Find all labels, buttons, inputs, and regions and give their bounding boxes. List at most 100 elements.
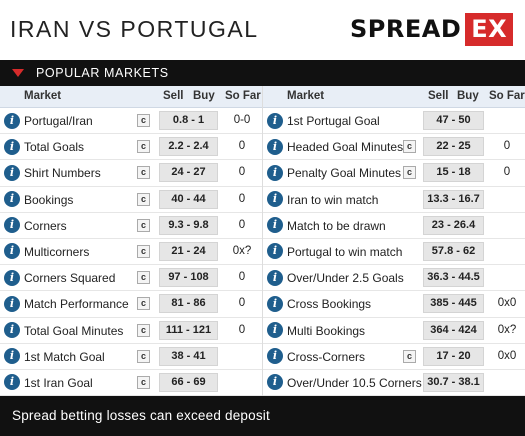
- chart-icon[interactable]: c: [403, 166, 416, 180]
- info-icon[interactable]: i: [4, 112, 20, 129]
- info-icon[interactable]: i: [4, 217, 20, 234]
- market-row[interactable]: i Corners c 9.3 - 9.8 0: [0, 213, 262, 239]
- market-name[interactable]: Multi Bookings: [287, 323, 366, 338]
- market-row[interactable]: i Total Goal Minutes c 111 - 121 0: [0, 318, 262, 344]
- price-button[interactable]: 24 - 27: [159, 163, 218, 183]
- market-name[interactable]: Over/Under 2.5 Goals: [287, 271, 404, 286]
- market-row[interactable]: i 1st Match Goal c 38 - 41: [0, 344, 262, 370]
- info-icon[interactable]: i: [267, 191, 283, 208]
- info-icon[interactable]: i: [4, 295, 20, 312]
- market-name[interactable]: Cross-Corners: [287, 349, 366, 364]
- price-button[interactable]: 2.2 - 2.4: [159, 137, 218, 157]
- price-button[interactable]: 36.3 - 44.5: [423, 268, 484, 288]
- market-row[interactable]: i Multi Bookings 364 - 424 0x?: [263, 318, 525, 344]
- market-name[interactable]: Iran to win match: [287, 192, 379, 207]
- market-name[interactable]: Shirt Numbers: [24, 166, 101, 181]
- market-name[interactable]: 1st Iran Goal: [24, 375, 93, 390]
- chart-icon[interactable]: c: [137, 114, 150, 127]
- chart-icon[interactable]: c: [137, 166, 150, 180]
- price-button[interactable]: 23 - 26.4: [423, 215, 484, 235]
- info-icon[interactable]: i: [4, 374, 20, 391]
- chart-icon[interactable]: c: [137, 349, 150, 363]
- market-row[interactable]: i Multicorners c 21 - 24 0x?: [0, 239, 262, 266]
- market-row[interactable]: i Headed Goal Minutes c 22 - 25 0: [263, 134, 525, 161]
- market-name[interactable]: 1st Portugal Goal: [287, 114, 380, 128]
- market-row[interactable]: i Shirt Numbers c 24 - 27 0: [0, 160, 262, 187]
- market-name[interactable]: Penalty Goal Minutes: [287, 166, 402, 181]
- chart-icon[interactable]: c: [137, 192, 150, 206]
- price-button[interactable]: 17 - 20: [423, 346, 484, 366]
- price-button[interactable]: 40 - 44: [159, 189, 218, 209]
- info-icon[interactable]: i: [4, 138, 20, 155]
- chart-icon[interactable]: c: [403, 349, 416, 363]
- price-button[interactable]: 38 - 41: [159, 346, 218, 366]
- info-icon[interactable]: i: [267, 295, 283, 312]
- info-icon[interactable]: i: [4, 322, 20, 338]
- market-row[interactable]: i Total Goals c 2.2 - 2.4 0: [0, 134, 262, 161]
- price-button[interactable]: 57.8 - 62: [423, 241, 484, 261]
- market-name[interactable]: Portugal/Iran: [24, 114, 93, 128]
- market-name[interactable]: Match Performance: [24, 297, 129, 312]
- info-icon[interactable]: i: [4, 269, 20, 286]
- chart-icon[interactable]: c: [137, 323, 150, 337]
- market-name[interactable]: Over/Under 10.5 Corners: [287, 375, 422, 390]
- price-button[interactable]: 66 - 69: [159, 372, 218, 392]
- market-row[interactable]: i Portugal to win match 57.8 - 62: [263, 239, 525, 266]
- market-name[interactable]: Cross Bookings: [287, 297, 372, 312]
- market-row[interactable]: i Iran to win match 13.3 - 16.7: [263, 187, 525, 213]
- price-button[interactable]: 22 - 25: [423, 137, 484, 157]
- market-row[interactable]: i Over/Under 10.5 Corners 30.7 - 38.1: [263, 370, 525, 397]
- price-button[interactable]: 47 - 50: [423, 111, 484, 130]
- collapse-triangle-icon[interactable]: [12, 69, 24, 77]
- info-icon[interactable]: i: [267, 374, 283, 391]
- price-button[interactable]: 21 - 24: [159, 241, 218, 261]
- market-row[interactable]: i Match to be drawn 23 - 26.4: [263, 213, 525, 239]
- price-button[interactable]: 30.7 - 38.1: [423, 372, 484, 392]
- info-icon[interactable]: i: [267, 138, 283, 155]
- chart-icon[interactable]: c: [137, 271, 150, 285]
- price-button[interactable]: 15 - 18: [423, 163, 484, 183]
- info-icon[interactable]: i: [4, 348, 20, 365]
- info-icon[interactable]: i: [4, 164, 20, 181]
- market-row[interactable]: i Bookings c 40 - 44 0: [0, 187, 262, 213]
- chart-icon[interactable]: c: [137, 297, 150, 311]
- chart-icon[interactable]: c: [137, 244, 150, 258]
- info-icon[interactable]: i: [4, 243, 20, 260]
- market-row[interactable]: i 1st Portugal Goal 47 - 50: [263, 108, 525, 135]
- chart-icon[interactable]: c: [137, 140, 150, 154]
- market-name[interactable]: Total Goals: [24, 140, 85, 155]
- market-row[interactable]: i 1st Iran Goal c 66 - 69: [0, 370, 262, 397]
- info-icon[interactable]: i: [267, 112, 283, 129]
- market-row[interactable]: i Cross-Corners c 17 - 20 0x0: [263, 344, 525, 370]
- market-row[interactable]: i Penalty Goal Minutes c 15 - 18 0: [263, 160, 525, 187]
- price-button[interactable]: 9.3 - 9.8: [159, 215, 218, 235]
- market-name[interactable]: Portugal to win match: [287, 244, 403, 259]
- market-row[interactable]: i Match Performance c 81 - 86 0: [0, 291, 262, 318]
- market-name[interactable]: Bookings: [24, 192, 74, 207]
- market-name[interactable]: Corners Squared: [24, 271, 116, 286]
- info-icon[interactable]: i: [267, 164, 283, 181]
- info-icon[interactable]: i: [267, 243, 283, 260]
- spreadex-logo[interactable]: SPREAD EX: [350, 13, 514, 46]
- price-button[interactable]: 364 - 424: [423, 320, 484, 340]
- price-button[interactable]: 385 - 445: [423, 294, 484, 314]
- market-row[interactable]: i Corners Squared c 97 - 108 0: [0, 265, 262, 292]
- chart-icon[interactable]: c: [137, 218, 150, 232]
- market-name[interactable]: Headed Goal Minutes: [287, 140, 404, 155]
- price-button[interactable]: 81 - 86: [159, 294, 218, 314]
- market-row[interactable]: i Portugal/Iran c 0.8 - 1 0-0: [0, 108, 262, 135]
- info-icon[interactable]: i: [267, 269, 283, 286]
- info-icon[interactable]: i: [4, 191, 20, 208]
- info-icon[interactable]: i: [267, 217, 283, 234]
- chart-icon[interactable]: c: [137, 375, 150, 389]
- price-button[interactable]: 97 - 108: [159, 268, 218, 288]
- section-bar[interactable]: POPULAR MARKETS: [0, 60, 525, 86]
- market-name[interactable]: 1st Match Goal: [24, 349, 105, 364]
- market-row[interactable]: i Cross Bookings 385 - 445 0x0: [263, 291, 525, 318]
- price-button[interactable]: 13.3 - 16.7: [423, 189, 484, 209]
- price-button[interactable]: 0.8 - 1: [159, 111, 218, 130]
- market-row[interactable]: i Over/Under 2.5 Goals 36.3 - 44.5: [263, 265, 525, 292]
- info-icon[interactable]: i: [267, 348, 283, 365]
- market-name[interactable]: Total Goal Minutes: [24, 323, 124, 338]
- market-name[interactable]: Multicorners: [24, 244, 90, 259]
